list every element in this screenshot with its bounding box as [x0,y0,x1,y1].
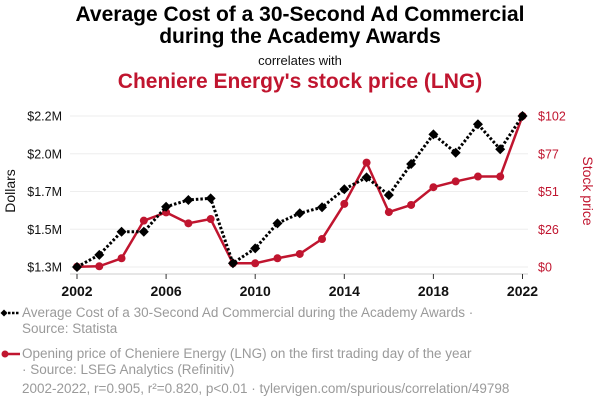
data-point-stock-price [473,172,482,181]
grid [70,115,528,268]
y-left-tick-label: $2.2M [27,110,62,124]
y-right-tick-label: $51 [538,185,559,199]
y-left-axis-title: Dollars [2,169,18,213]
data-point-stock-price [295,249,304,258]
data-point-stock-price [451,177,460,186]
y-left-tick-label: $1.7M [27,185,62,199]
data-point-ad-cost [428,129,439,140]
data-point-stock-price [95,262,104,271]
x-tick-label: 2006 [151,283,182,299]
data-point-ad-cost [116,226,127,237]
data-point-ad-cost [250,243,261,254]
data-point-ad-cost [450,147,461,158]
data-point-ad-cost [383,190,394,201]
data-point-stock-price [362,158,371,167]
data-point-ad-cost [227,258,238,269]
x-tick-label: 2002 [61,283,92,299]
data-point-stock-price [384,208,393,217]
x-tick-label: 2022 [507,283,538,299]
chart-subtitle: correlates with [258,53,342,68]
chart-title-line1: Average Cost of a 30-Second Ad Commercia… [75,3,525,26]
axes [70,273,528,279]
data-point-stock-price [206,215,215,224]
chart-title-line2: during the Academy Awards [159,25,441,48]
data-point-ad-cost [317,202,328,213]
x-tick-label: 2014 [329,283,360,299]
data-point-ad-cost [294,208,305,219]
data-point-ad-cost [272,218,283,229]
data-point-stock-price [117,254,126,263]
data-point-stock-price [184,219,193,228]
y-right-tick-label: $77 [538,147,559,161]
data-point-ad-cost [495,144,506,155]
legend-item-1-line1: Average Cost of a 30-Second Ad Commercia… [22,305,474,320]
y-right-tick-label: $0 [538,261,552,275]
data-point-ad-cost [517,111,528,121]
chart-title-secondary: Cheniere Energy's stock price (LNG) [117,70,483,93]
x-tick-label: 2010 [240,283,271,299]
y-left-tick-label: $2.0M [27,147,62,161]
data-point-ad-cost [94,249,105,260]
data-point-ad-cost [406,159,417,170]
data-point-stock-price [429,183,438,192]
data-point-stock-price [496,172,505,181]
data-point-ad-cost [183,194,194,205]
y-right-tick-label: $26 [538,223,559,237]
legend-marker-ad-cost [0,309,8,317]
axis-labels: $1.3M $0 $1.5M $26 $1.7M $51 $2.0M $77 $2.2M $102… [2,110,596,300]
data-point-stock-price [273,254,282,263]
data-point-stock-price [318,235,327,244]
data-point-stock-price [407,200,416,209]
x-tick-label: 2018 [418,283,449,299]
data-point-stock-price [251,259,260,268]
legend-markers [0,309,20,358]
data-point-ad-cost [72,262,82,272]
data-point-stock-price [139,216,148,225]
legend-item-2-line1: Opening price of Cheniere Energy (LNG) o… [22,346,472,361]
y-right-axis-title: Stock price [580,156,596,225]
data-point-stock-price [340,199,349,208]
footer-stats: 2002-2022, r=0.905, r²=0.820, p<0.01 · t… [22,381,510,396]
data-point-ad-cost [339,184,350,195]
data-point-ad-cost [472,119,483,130]
data-point-ad-cost [138,226,149,237]
y-left-tick-label: $1.3M [27,261,62,275]
legend-item-2-line2: · Source: LSEG Analytics (Refinitiv) [22,362,235,377]
data-point-ad-cost [361,172,372,183]
legend-item-1-line2: Source: Statista [22,321,118,336]
data-point-ad-cost [205,193,216,204]
y-right-tick-label: $102 [538,110,566,124]
series [72,111,528,272]
legend-marker-stock-price [1,350,9,358]
y-left-tick-label: $1.5M [27,223,62,237]
data-point-ad-cost [161,201,172,212]
